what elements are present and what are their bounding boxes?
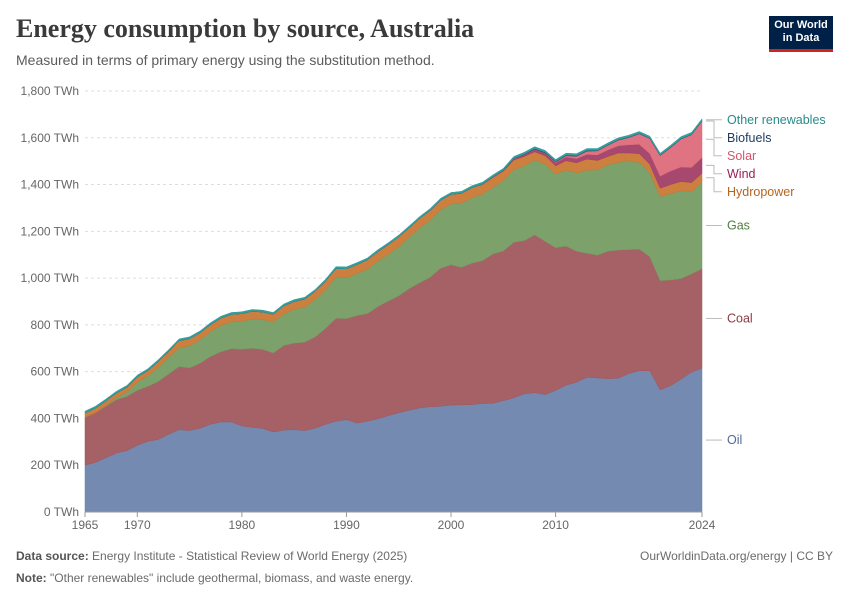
source-text[interactable]: Energy Institute - Statistical Review of… xyxy=(92,549,408,563)
y-tick-label: 600 TWh xyxy=(31,365,79,379)
legend-item-hydropower[interactable]: Hydropower xyxy=(706,177,794,199)
note-text: "Other renewables" include geothermal, b… xyxy=(50,571,414,585)
legend[interactable]: Other renewables Biofuels Solar Wind Hydropo… xyxy=(706,113,826,447)
legend-connector xyxy=(706,164,722,175)
y-tick-label: 1,400 TWh xyxy=(21,178,79,192)
logo-line-2: in Data xyxy=(782,32,820,44)
legend-label: Hydropower xyxy=(727,185,794,199)
legend-label: Gas xyxy=(727,218,750,232)
x-tick-label: 1965 xyxy=(72,518,99,532)
y-tick-label: 1,000 TWh xyxy=(21,271,79,285)
legend-label: Other renewables xyxy=(727,113,826,127)
y-tick-label: 1,600 TWh xyxy=(21,131,79,145)
legend-item-other-renewables[interactable]: Other renewables xyxy=(706,113,826,127)
note-label: Note: xyxy=(16,571,47,585)
legend-connector xyxy=(706,138,722,157)
x-tick-label: 2010 xyxy=(542,518,569,532)
area-other-renewables[interactable] xyxy=(84,118,703,414)
chart-subtitle: Measured in terms of primary energy usin… xyxy=(16,52,435,68)
legend-label: Oil xyxy=(727,433,742,447)
x-tick-label: 1970 xyxy=(124,518,151,532)
legend-item-biofuels[interactable]: Biofuels xyxy=(706,120,771,145)
legend-item-solar[interactable]: Solar xyxy=(706,138,756,163)
y-tick-label: 0 TWh xyxy=(44,505,79,519)
legend-item-oil[interactable]: Oil xyxy=(706,433,742,447)
legend-label: Wind xyxy=(727,167,756,181)
owid-logo[interactable]: Our World in Data xyxy=(769,16,833,52)
y-tick-label: 1,200 TWh xyxy=(21,224,79,238)
y-tick-label: 800 TWh xyxy=(31,318,79,332)
x-tick-label: 2000 xyxy=(438,518,465,532)
x-tick-label: 1980 xyxy=(229,518,256,532)
y-tick-label: 1,800 TWh xyxy=(21,84,79,98)
y-tick-label: 400 TWh xyxy=(31,411,79,425)
legend-label: Biofuels xyxy=(727,131,771,145)
legend-connector xyxy=(706,177,722,193)
legend-item-wind[interactable]: Wind xyxy=(706,164,756,181)
source-line: Data source: Energy Institute - Statisti… xyxy=(16,549,407,563)
x-tick-label: 2024 xyxy=(689,518,716,532)
source-label: Data source: xyxy=(16,549,89,563)
axes: 0 TWh 200 TWh 400 TWh 600 TWh 800 TWh 1,000 T… xyxy=(21,84,716,532)
logo-line-1: Our World xyxy=(774,19,828,31)
legend-label: Solar xyxy=(727,149,756,163)
legend-connector xyxy=(706,120,722,139)
note-line: Note: "Other renewables" include geother… xyxy=(16,571,413,585)
area-series-group[interactable] xyxy=(84,118,703,513)
chart-title: Energy consumption by source, Australia xyxy=(16,14,475,43)
credit-link[interactable]: OurWorldinData.org/energy | CC BY xyxy=(640,549,833,563)
legend-item-gas[interactable]: Gas xyxy=(706,218,750,232)
x-tick-label: 1990 xyxy=(333,518,360,532)
legend-label: Coal xyxy=(727,311,753,325)
y-tick-label: 200 TWh xyxy=(31,458,79,472)
legend-item-coal[interactable]: Coal xyxy=(706,311,753,325)
